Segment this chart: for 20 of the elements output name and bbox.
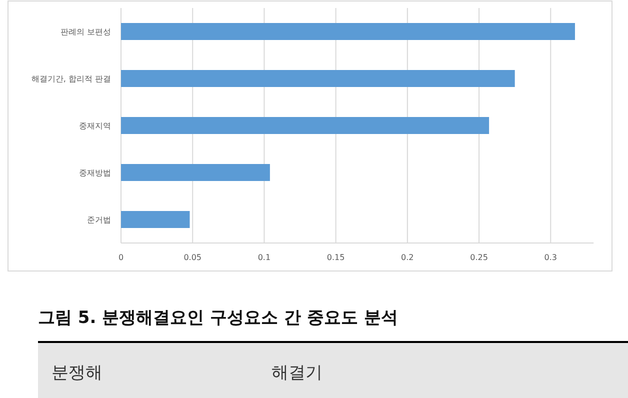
bar <box>121 211 190 228</box>
bar <box>121 70 515 87</box>
y-tick-label: 판례의 보편성 <box>60 28 111 36</box>
x-tick-label: 0.2 <box>401 253 414 262</box>
y-tick-label: 중재지역 <box>79 122 111 130</box>
x-tick-label: 0.05 <box>184 253 202 262</box>
text: 해결기 <box>272 363 322 383</box>
y-tick-label: 중재방법 <box>79 168 111 178</box>
text: 분쟁해 <box>52 363 102 383</box>
y-tick-label: 해결기간, 합리적 판결 <box>31 74 111 84</box>
x-tick-label: 0 <box>118 253 124 262</box>
text: 그림 5. 분쟁해결요인 구성요소 간 중요도 분석 <box>38 308 398 328</box>
bar <box>121 23 575 40</box>
y-tick-label: 준거법 <box>87 216 111 224</box>
x-tick-label: 0.3 <box>544 253 558 262</box>
x-tick-label: 0.1 <box>258 253 271 262</box>
bar <box>121 164 270 181</box>
x-tick-label: 0.25 <box>470 253 488 262</box>
x-tick-label: 0.15 <box>326 253 345 262</box>
bar <box>121 117 490 134</box>
